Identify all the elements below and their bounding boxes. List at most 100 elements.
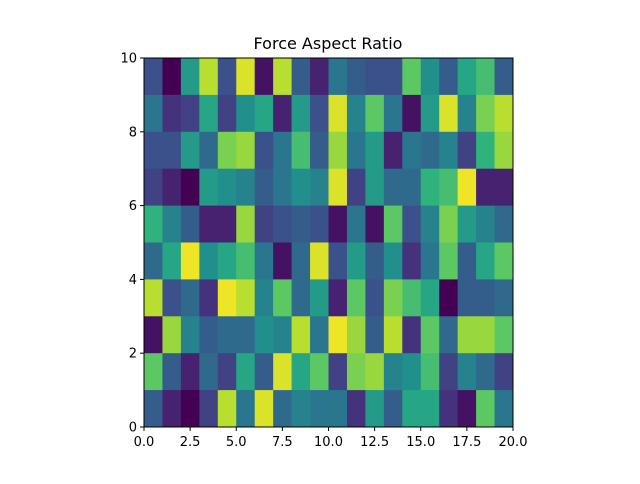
heatmap-cells	[144, 58, 514, 428]
heatmap-cell	[310, 279, 329, 317]
heatmap-cell	[346, 353, 366, 391]
heatmap-cell	[420, 316, 440, 354]
heatmap-cell	[291, 279, 311, 317]
heatmap-cell	[162, 390, 182, 428]
y-axis: 0 2 4 6 8 10	[120, 52, 144, 436]
heatmap-cell	[439, 279, 459, 317]
x-tick-label: 7.5	[272, 435, 293, 450]
heatmap-cell	[310, 205, 329, 243]
heatmap-cell	[383, 242, 403, 280]
heatmap-cell	[494, 390, 514, 428]
heatmap-cell	[254, 58, 274, 96]
heatmap-cell	[402, 242, 422, 280]
heatmap-cell	[310, 390, 329, 428]
y-tick-label: 6	[129, 199, 137, 214]
heatmap-cell	[254, 353, 274, 391]
heatmap-cell	[162, 353, 182, 391]
heatmap-cell	[457, 168, 477, 206]
heatmap-cell	[328, 242, 348, 280]
heatmap-cell	[217, 168, 237, 206]
heatmap-cell	[402, 279, 422, 317]
heatmap-cell	[494, 353, 514, 391]
heatmap-cell	[236, 279, 256, 317]
heatmap-cell	[383, 353, 403, 391]
heatmap-cell	[199, 353, 219, 391]
heatmap-cell	[402, 353, 422, 391]
heatmap-cell	[476, 316, 495, 354]
heatmap-cell	[494, 94, 514, 133]
x-tick-label: 10.0	[314, 435, 343, 450]
heatmap-cell	[328, 131, 348, 170]
x-tick-label: 12.5	[360, 435, 389, 450]
heatmap-cell	[199, 58, 219, 96]
heatmap-cell	[273, 390, 292, 428]
heatmap-cell	[476, 94, 495, 133]
heatmap-cell	[162, 205, 182, 243]
heatmap-cell	[346, 131, 366, 170]
heatmap-cell	[162, 279, 182, 317]
x-tick-label: 20.0	[499, 435, 528, 450]
heatmap-cell	[291, 353, 311, 391]
heatmap-cell	[144, 168, 163, 206]
heatmap-cell	[199, 94, 219, 133]
heatmap-cell	[180, 131, 200, 170]
heatmap-cell	[199, 279, 219, 317]
heatmap-cell	[144, 390, 163, 428]
y-tick-label: 2	[129, 347, 137, 362]
heatmap-cell	[420, 168, 440, 206]
heatmap-cell	[291, 168, 311, 206]
heatmap-cell	[144, 242, 163, 280]
heatmap-cell	[328, 205, 348, 243]
heatmap-cell	[217, 205, 237, 243]
heatmap-cell	[365, 390, 385, 428]
heatmap-cell	[180, 316, 200, 354]
heatmap-cell	[402, 94, 422, 133]
heatmap-cell	[180, 205, 200, 243]
heatmap-cell	[310, 94, 329, 133]
heatmap-cell	[365, 353, 385, 391]
heatmap-cell	[457, 58, 477, 96]
heatmap-cell	[180, 279, 200, 317]
heatmap-cell	[162, 94, 182, 133]
heatmap-cell	[144, 316, 163, 354]
heatmap-cell	[291, 94, 311, 133]
heatmap-cell	[457, 242, 477, 280]
heatmap-cell	[254, 242, 274, 280]
heatmap-cell	[420, 131, 440, 170]
heatmap-cell	[180, 94, 200, 133]
heatmap-cell	[328, 316, 348, 354]
heatmap-cell	[402, 316, 422, 354]
heatmap-cell	[476, 242, 495, 280]
heatmap-cell	[180, 58, 200, 96]
heatmap-cell	[439, 353, 459, 391]
heatmap-cell	[476, 168, 495, 206]
heatmap-cell	[291, 316, 311, 354]
heatmap-cell	[476, 205, 495, 243]
heatmap-cell	[180, 168, 200, 206]
heatmap-cell	[439, 58, 459, 96]
heatmap-cell	[494, 131, 514, 170]
heatmap-cell	[365, 131, 385, 170]
heatmap-cell	[236, 58, 256, 96]
heatmap-cell	[457, 390, 477, 428]
heatmap-cell	[383, 58, 403, 96]
heatmap-cell	[439, 242, 459, 280]
heatmap-cell	[420, 242, 440, 280]
x-tick-label: 5.0	[226, 435, 247, 450]
heatmap-cell	[217, 94, 237, 133]
heatmap-cell	[236, 316, 256, 354]
heatmap-cell	[457, 353, 477, 391]
heatmap-cell	[162, 168, 182, 206]
heatmap-cell	[457, 205, 477, 243]
heatmap-cell	[273, 205, 292, 243]
heatmap-cell	[494, 205, 514, 243]
heatmap-cell	[162, 316, 182, 354]
heatmap-cell	[254, 168, 274, 206]
heatmap-cell	[346, 58, 366, 96]
heatmap-cell	[236, 94, 256, 133]
heatmap-cell	[383, 205, 403, 243]
heatmap-cell	[310, 353, 329, 391]
heatmap-cell	[310, 316, 329, 354]
heatmap-cell	[217, 58, 237, 96]
